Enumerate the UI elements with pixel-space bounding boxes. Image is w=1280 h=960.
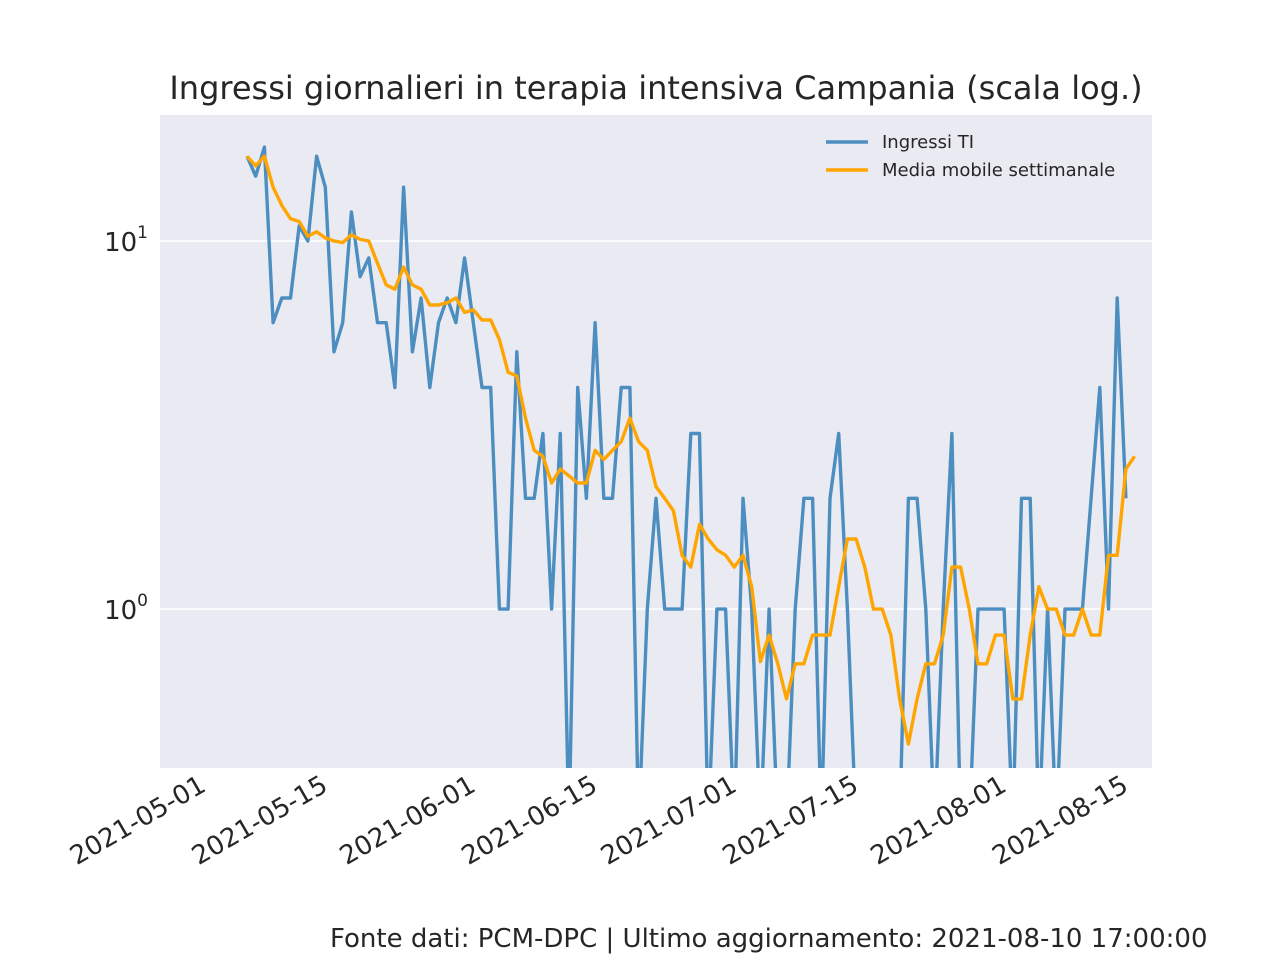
y-axis: 100 101	[104, 223, 148, 626]
x-tick-label: 2021-07-01	[596, 770, 742, 872]
x-tick-label: 2021-06-01	[335, 770, 481, 872]
plot-area	[160, 115, 1152, 768]
source-note: Fonte dati: PCM-DPC | Ultimo aggiornamen…	[330, 924, 1208, 954]
series-line-1	[245, 145, 1128, 768]
x-tick-label: 2021-07-15	[718, 770, 864, 872]
x-tick-label: 2021-06-15	[457, 770, 603, 872]
legend-label: Media mobile settimanale	[882, 160, 1115, 181]
legend: Ingressi TI Media mobile settimanale	[826, 132, 1115, 181]
y-tick-label: 101	[104, 223, 148, 258]
series-line-2	[245, 154, 1137, 746]
x-tick-label: 2021-05-01	[65, 770, 211, 872]
x-tick-label: 2021-08-01	[866, 770, 1012, 872]
legend-label: Ingressi TI	[882, 132, 974, 153]
x-tick-label: 2021-05-15	[187, 770, 333, 872]
series-layer	[245, 145, 1137, 768]
y-tick-label: 100	[104, 591, 148, 626]
chart-title: Ingressi giornalieri in terapia intensiv…	[169, 69, 1142, 107]
x-tick-label: 2021-08-15	[988, 770, 1134, 872]
